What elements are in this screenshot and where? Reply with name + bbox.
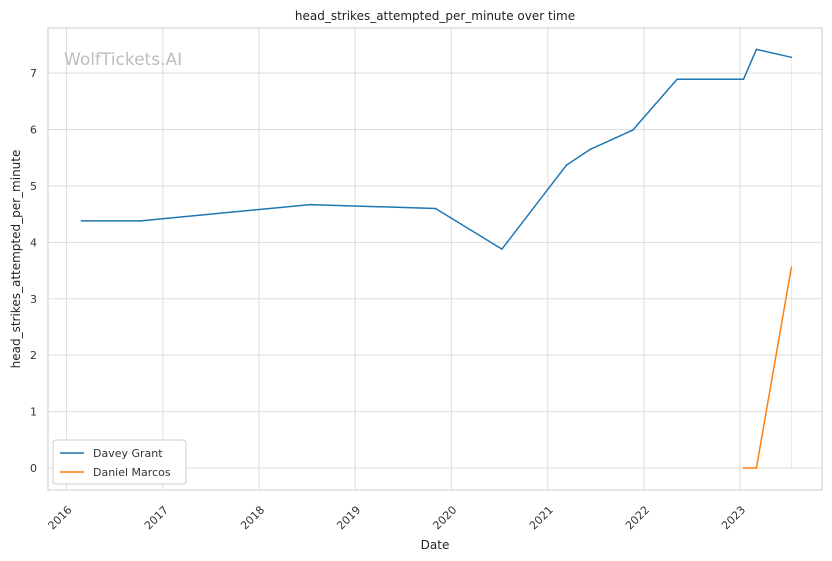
plot-frame [47,27,823,491]
data-point-daniel-marcos [755,467,758,469]
y-tick-label: 1 [30,406,37,419]
y-tick-label: 3 [30,293,37,306]
y-tick-label: 0 [30,462,37,475]
y-tick-label: 5 [30,180,37,193]
data-point-davey-grant [790,56,793,59]
data-point-davey-grant [632,129,634,131]
legend-label-daniel-marcos: Daniel Marcos [93,466,171,479]
y-tick-label: 6 [30,124,37,137]
gridlines [48,28,822,490]
x-axis-title: Date [421,538,450,552]
data-point-davey-grant [139,220,142,222]
y-tick-label: 4 [30,236,37,249]
legend: Davey Grant Daniel Marcos [52,439,187,485]
y-tick-label: 7 [30,67,37,80]
data-point-davey-grant [501,248,503,250]
legend-label-davey-grant: Davey Grant [93,447,163,460]
data-point-davey-grant [742,78,745,81]
series-lines [80,48,793,469]
legend-box [52,439,187,485]
data-point-daniel-marcos [790,266,793,268]
y-tick-label: 2 [30,349,37,362]
data-point-daniel-marcos [742,467,745,469]
series-line-davey-grant [81,48,792,250]
data-point-davey-grant [80,220,83,222]
data-point-davey-grant [676,78,678,81]
y-axis-title: head_strikes_attempted_per_minute [9,150,23,369]
data-point-davey-grant [565,164,568,166]
data-point-davey-grant [589,148,592,151]
data-point-davey-grant [755,48,758,51]
data-point-davey-grant [309,203,311,206]
chart-title: head_strikes_attempted_per_minute over t… [295,9,575,23]
watermark: WolfTickets.AI [64,50,182,70]
data-point-davey-grant [434,207,437,210]
